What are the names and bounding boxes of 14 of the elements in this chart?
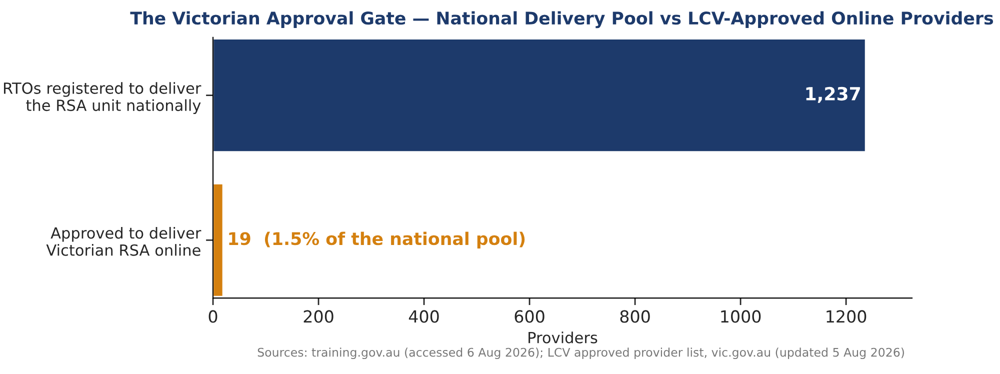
x-tick-label: 800 — [620, 310, 650, 323]
data-label: 19 (1.5% of the national pool) — [229, 232, 525, 249]
data-label: 1,237 — [806, 86, 860, 103]
source-note: Sources: training.gov.au (accessed 6 Aug 2026); LCV approved provider list, vic.gov.au (updated 5 Aug 2026) — [258, 348, 904, 360]
x-tick-label: 1000 — [721, 310, 761, 323]
x-axis-title: Providers — [528, 332, 598, 344]
y-tick-label: Approved to deliver Victorian RSA online — [46, 226, 202, 256]
x-tick-label: 200 — [304, 310, 334, 323]
x-tick-label: 600 — [514, 310, 544, 323]
x-tick-label: 400 — [408, 310, 439, 323]
chart-title: The Victorian Approval Gate — National Delivery Pool vs LCV-Approved Online Providers — [130, 11, 994, 28]
x-tick-label: 1200 — [826, 310, 866, 323]
x-tick-label: 0 — [208, 310, 218, 323]
y-tick-label: RTOs registered to deliver the RSA unit nationally — [4, 82, 202, 114]
